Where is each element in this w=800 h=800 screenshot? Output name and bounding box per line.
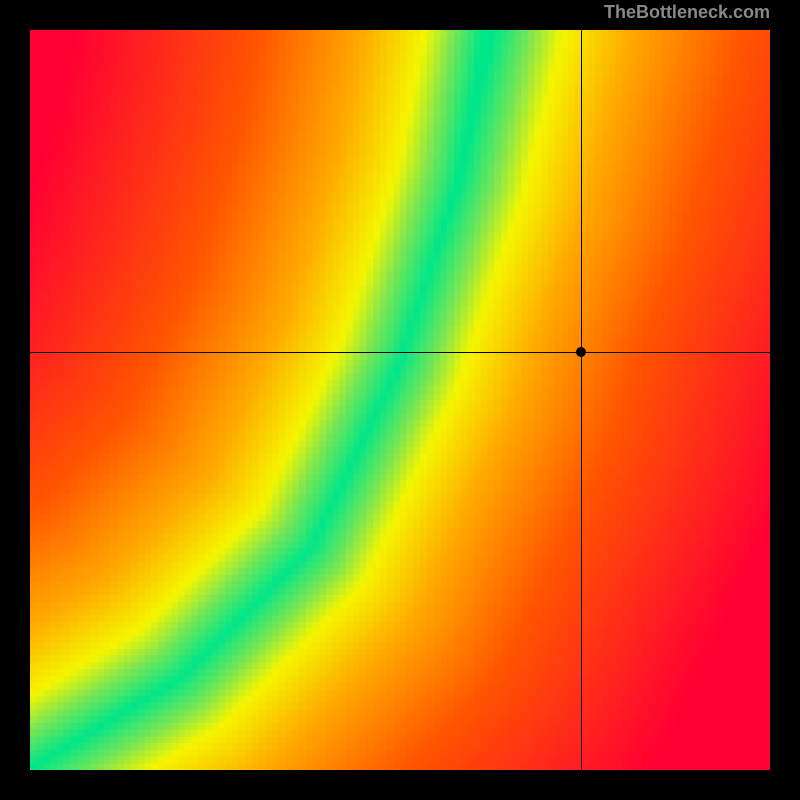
crosshair-vertical — [581, 30, 582, 770]
heatmap-plot — [30, 30, 770, 770]
heatmap-canvas — [30, 30, 770, 770]
crosshair-horizontal — [30, 352, 770, 353]
attribution-text: TheBottleneck.com — [604, 2, 770, 23]
crosshair-marker[interactable] — [576, 347, 586, 357]
